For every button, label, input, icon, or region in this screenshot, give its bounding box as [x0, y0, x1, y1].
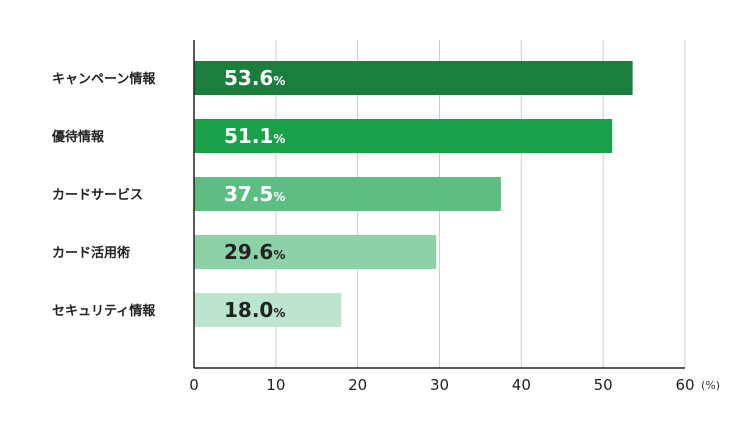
value-label: 29.6% — [224, 240, 285, 264]
value-label-percent: % — [273, 132, 285, 146]
value-label: 53.6% — [224, 66, 285, 90]
x-tick-label: 40 — [512, 376, 531, 394]
bar — [194, 177, 501, 211]
bars — [194, 61, 633, 327]
value-label-percent: % — [273, 190, 285, 204]
value-label: 18.0% — [224, 298, 285, 322]
value-label-percent: % — [273, 306, 285, 320]
category-label: カードサービス — [52, 187, 143, 203]
category-label: カード活用術 — [52, 245, 130, 261]
bar — [194, 235, 437, 269]
value-labels: 53.6%51.1%37.5%29.6%18.0% — [224, 66, 285, 322]
category-label: キャンペーン情報 — [52, 71, 156, 87]
value-label-number: 51.1 — [224, 124, 273, 148]
x-axis: 0 10 20 30 40 50 60 (%) — [189, 40, 720, 394]
x-tick-label: 60 — [675, 376, 694, 394]
category-label: 優待情報 — [51, 129, 105, 145]
x-tick-label: 10 — [266, 376, 285, 394]
value-label-percent: % — [273, 74, 285, 88]
x-tick-label: 20 — [348, 376, 367, 394]
bar — [194, 293, 342, 327]
bar — [194, 119, 613, 153]
value-label-number: 29.6 — [224, 240, 273, 264]
value-label-number: 18.0 — [224, 298, 273, 322]
value-label-number: 37.5 — [224, 182, 273, 206]
x-axis-unit-label: (%) — [701, 379, 720, 392]
x-tick-label: 30 — [430, 376, 449, 394]
value-label: 37.5% — [224, 182, 285, 206]
value-label-number: 53.6 — [224, 66, 273, 90]
value-label: 51.1% — [224, 124, 285, 148]
value-label-percent: % — [273, 248, 285, 262]
bar — [194, 61, 633, 95]
x-tick-label: 50 — [594, 376, 613, 394]
category-label: セキュリティ情報 — [52, 303, 156, 319]
x-tick-label: 0 — [189, 376, 199, 394]
